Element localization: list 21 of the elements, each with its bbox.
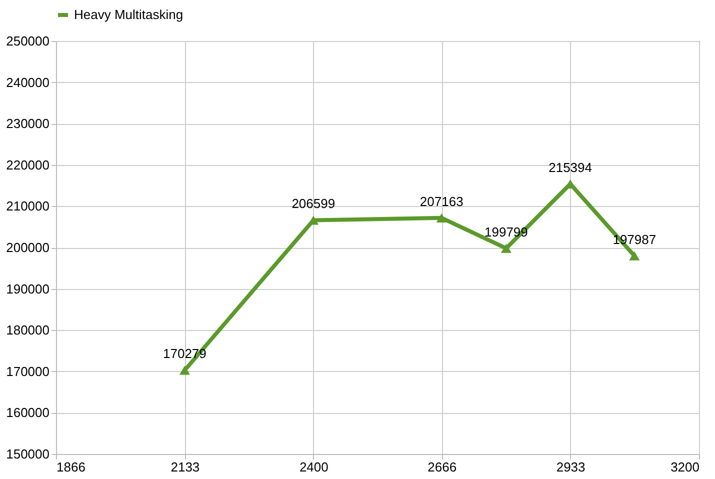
y-tick-label: 160000: [6, 405, 50, 420]
x-tick-label: 2666: [428, 460, 457, 474]
x-tick-label: 3200: [670, 460, 700, 474]
x-tick-label: 2933: [556, 460, 586, 474]
y-tick-label: 210000: [6, 198, 50, 214]
x-tick-label: 2133: [170, 460, 200, 474]
y-tick-label: 150000: [6, 446, 50, 462]
data-label: 206599: [292, 196, 336, 212]
data-label: 207163: [420, 194, 464, 209]
y-tick-label: 200000: [6, 240, 50, 255]
y-tick-label: 220000: [6, 157, 50, 172]
data-label: 215394: [548, 160, 592, 175]
y-tick-label: 170000: [6, 364, 50, 379]
legend-label: Heavy Multitasking: [74, 7, 184, 22]
x-tick-label: 1866: [56, 460, 86, 474]
y-tick-label: 190000: [6, 281, 50, 296]
x-tick-label: 2400: [299, 460, 328, 474]
y-tick-label: 240000: [6, 74, 50, 90]
y-tick-label: 250000: [6, 34, 50, 48]
y-tick-label: 230000: [6, 116, 50, 132]
y-tick-label: 180000: [6, 322, 50, 338]
